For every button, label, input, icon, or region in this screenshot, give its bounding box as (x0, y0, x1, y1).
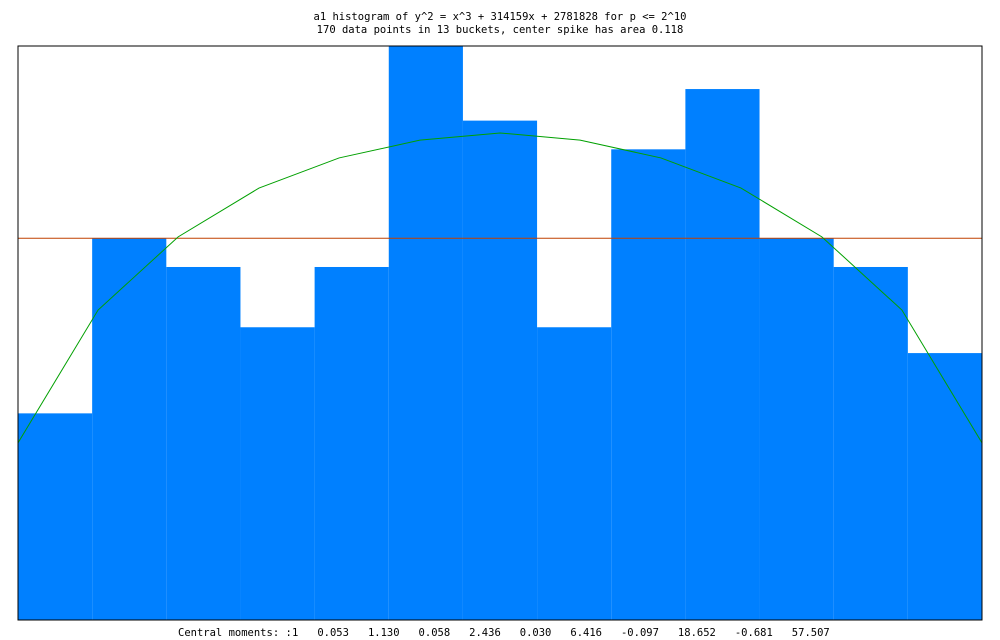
fit-curve (17, 132, 983, 444)
bar (240, 327, 315, 620)
bar (907, 353, 982, 620)
moment-value: 0.030 (520, 627, 552, 639)
bar (611, 149, 686, 620)
bar (314, 266, 389, 620)
moment-value: 6.416 (570, 627, 602, 639)
chart-subtitle: 170 data points in 13 buckets, center sp… (317, 24, 684, 36)
moment-value: 0.053 (317, 627, 349, 639)
moment-value: 1 (292, 627, 298, 639)
bar (759, 238, 834, 621)
moment-value: -0.097 (621, 627, 659, 639)
moment-value: 57.507 (792, 627, 830, 639)
moment-value: -0.681 (735, 627, 773, 639)
bar (166, 266, 241, 620)
moment-value: 1.130 (368, 627, 400, 639)
moment-value: 2.436 (469, 627, 501, 639)
moment-value: 0.058 (419, 627, 451, 639)
footer-label: Central moments: : (178, 627, 292, 639)
plot-frame-top (17, 45, 983, 621)
bar (92, 238, 167, 621)
bar (685, 89, 760, 621)
chart-title: a1 histogram of y^2 = x^3 + 314159x + 27… (314, 11, 687, 23)
bar (388, 46, 463, 620)
bar (18, 413, 93, 620)
bar (833, 266, 908, 620)
moment-value: 18.652 (678, 627, 716, 639)
bar (462, 120, 538, 621)
bar (537, 327, 612, 620)
